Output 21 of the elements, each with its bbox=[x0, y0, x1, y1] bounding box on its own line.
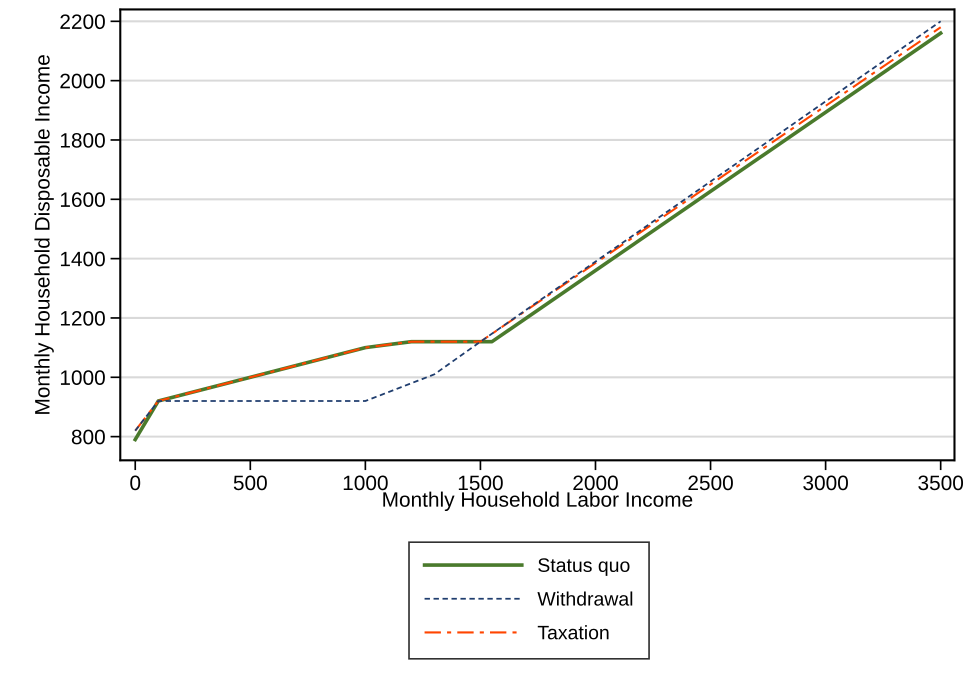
legend-label: Taxation bbox=[538, 625, 608, 640]
x-tick-label: 500 bbox=[234, 475, 267, 490]
x-tick-label: 3000 bbox=[803, 475, 848, 490]
y-tick-label: 1800 bbox=[60, 132, 105, 148]
x-tick-label: 2000 bbox=[573, 475, 618, 490]
y-tick-label: 1400 bbox=[60, 252, 105, 266]
x-tick-label: 1000 bbox=[344, 475, 388, 490]
y-tick-label: 1000 bbox=[60, 370, 105, 386]
legend-label: Status quo bbox=[538, 558, 630, 576]
y-tick-label: 2000 bbox=[60, 74, 105, 88]
x-tick-label: 1500 bbox=[458, 475, 503, 490]
y-tick-label: 2200 bbox=[60, 14, 105, 30]
y-axis-title: Monthly Household Disposable Income bbox=[34, 55, 54, 414]
y-tick-label: 800 bbox=[72, 430, 105, 444]
y-tick-label: 1600 bbox=[60, 192, 105, 208]
x-tick-label: 3500 bbox=[918, 475, 964, 490]
x-axis-title: Monthly Household Labor Income bbox=[383, 492, 692, 511]
legend-label: Withdrawal bbox=[537, 591, 632, 606]
x-tick-label: 2500 bbox=[688, 475, 733, 490]
y-tick-label: 1200 bbox=[60, 310, 105, 326]
x-tick-label: 0 bbox=[130, 475, 140, 490]
